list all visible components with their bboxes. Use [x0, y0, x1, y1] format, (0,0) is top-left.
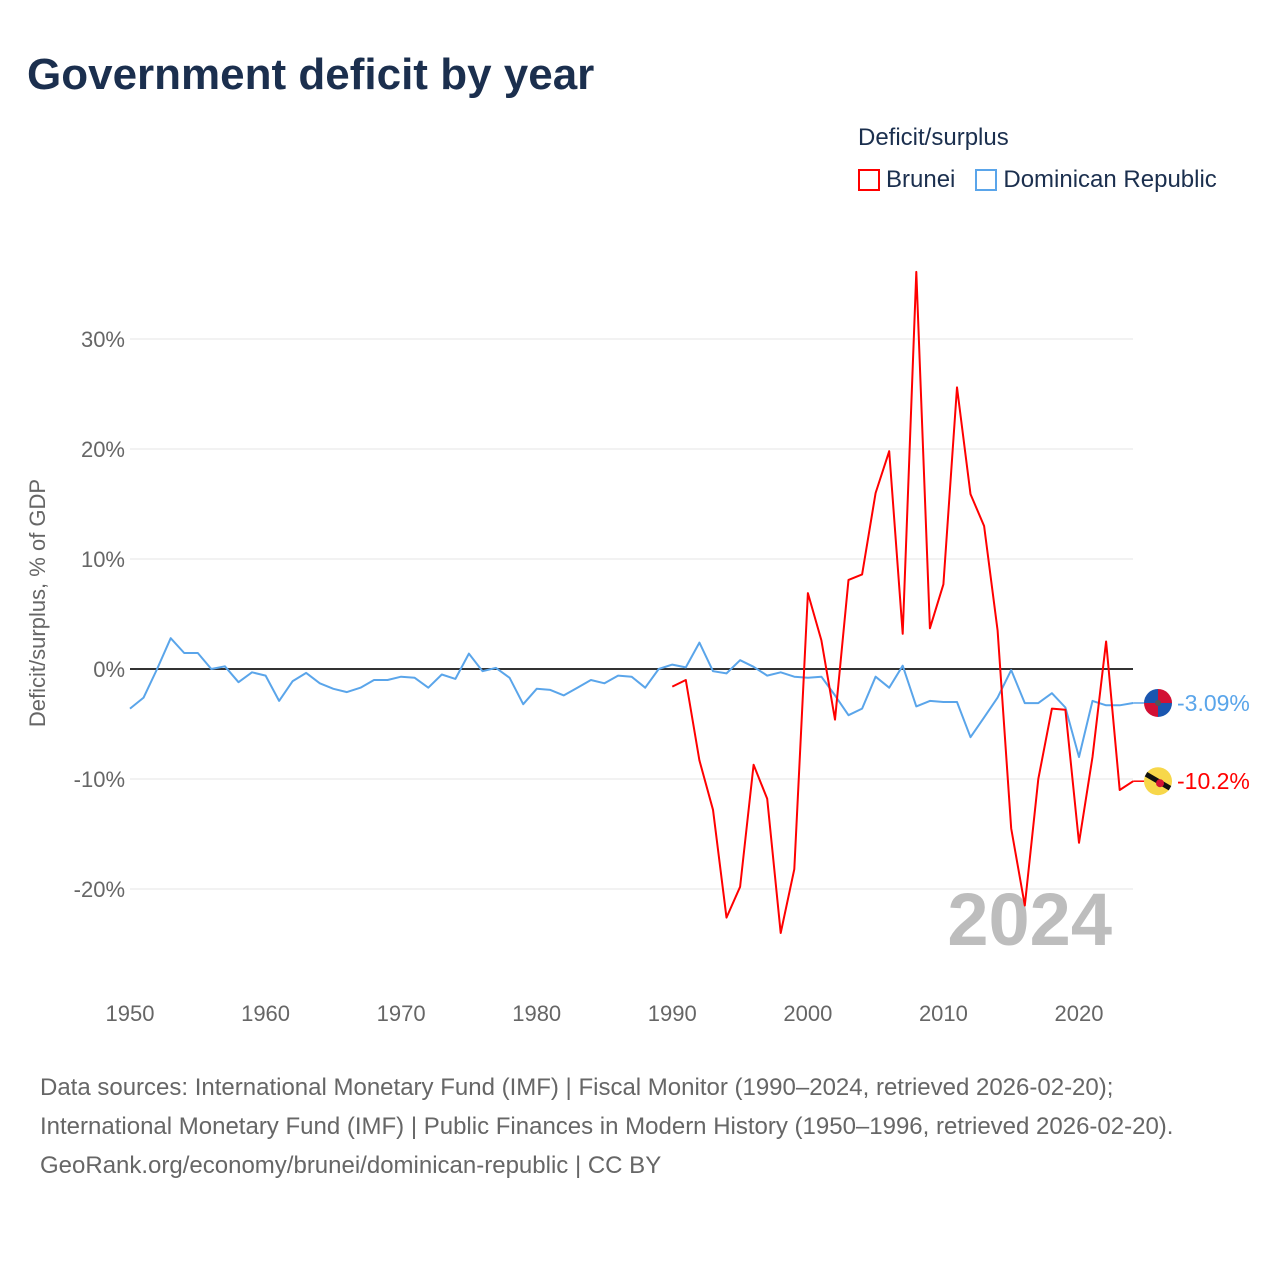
x-tick-label: 2000: [783, 1001, 832, 1026]
x-tick-label: 1950: [106, 1001, 155, 1026]
data-sources: Data sources: International Monetary Fun…: [40, 1074, 1174, 1140]
x-tick-label: 1990: [648, 1001, 697, 1026]
legend-swatch-brunei: [858, 169, 880, 191]
footer: Data sources: International Monetary Fun…: [40, 1068, 1240, 1185]
flag-part: [1155, 699, 1161, 706]
legend: Brunei Dominican Republic: [858, 166, 1217, 194]
x-tick-label: 1960: [241, 1001, 290, 1026]
y-tick-label: 20%: [81, 437, 125, 462]
y-tick-label: 0%: [93, 657, 125, 682]
legend-item-dominican-republic[interactable]: Dominican Republic: [975, 166, 1217, 194]
flag-part: [1158, 688, 1172, 703]
flag-part: [1158, 702, 1172, 717]
y-tick-label: 30%: [81, 327, 125, 352]
page-title: Government deficit by year: [27, 50, 595, 99]
end-value-label-brunei: -10.2%: [1177, 768, 1250, 794]
end-value-label-dr: -3.09%: [1177, 690, 1250, 716]
source-link[interactable]: GeoRank.org/economy/brunei/dominican-rep…: [40, 1152, 662, 1179]
legend-label: Brunei: [886, 166, 956, 193]
y-tick-label: -10%: [74, 767, 125, 792]
legend-label: Dominican Republic: [1003, 166, 1217, 193]
legend-item-brunei[interactable]: Brunei: [858, 166, 955, 194]
flag-part: [1156, 779, 1164, 788]
flag-part: [1144, 702, 1158, 717]
x-tick-label: 2020: [1055, 1001, 1104, 1026]
year-watermark: 2024: [947, 878, 1112, 961]
flag-part: [1144, 688, 1158, 703]
series-line-brunei: [671, 270, 1134, 934]
y-tick-label: -20%: [74, 877, 125, 902]
line-chart: -20% -10% 0% 10% 20% 30% 1950 1960 1970 1980 1990 2…: [25, 270, 1250, 1026]
x-tick-label: 1980: [512, 1001, 561, 1026]
series-line-dominican-republic: [129, 637, 1134, 758]
y-axis-label: Deficit/surplus, % of GDP: [25, 479, 50, 727]
legend-swatch-dr: [975, 169, 998, 191]
y-tick-label: 10%: [81, 547, 125, 572]
x-tick-label: 2010: [919, 1001, 968, 1026]
legend-title: Deficit/surplus: [858, 124, 1009, 151]
x-tick-label: 1970: [377, 1001, 426, 1026]
